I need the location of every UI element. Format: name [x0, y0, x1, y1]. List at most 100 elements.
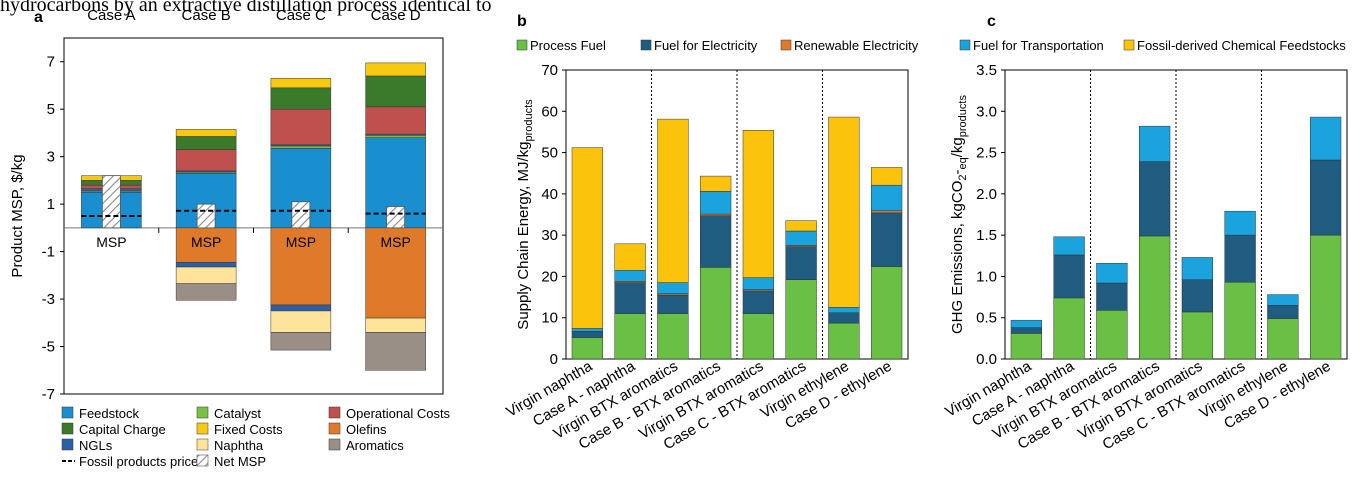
bar-segment-b [870, 167, 903, 186]
y-axis-label-b: Supply Chain Energy, MJ/kgproducts [515, 99, 535, 330]
bar-segment-c [1053, 236, 1085, 256]
bar-segment-a [365, 332, 426, 371]
bar-segment-b [657, 118, 689, 283]
y-tick-label-c: 3.5 [976, 62, 997, 79]
msp-label: MSP [286, 234, 316, 250]
legend-label-a: Catalyst [214, 406, 261, 421]
bar-segment-a [175, 149, 237, 172]
bar-segment-a [365, 135, 426, 138]
msp-label: MSP [96, 234, 126, 250]
bar-segment-a [365, 62, 426, 77]
panel-label-b: b [517, 13, 527, 30]
bar-segment-c [1309, 116, 1342, 161]
bar-segment-b [571, 147, 604, 329]
bar-segment-c [1010, 319, 1043, 328]
y-axis-label-part: GHG Emissions, kgCO [949, 181, 966, 334]
legend-swatch-a [328, 438, 341, 451]
panel-label-a: a [34, 9, 43, 26]
bar-segment-a [175, 262, 237, 268]
bar-segment-b [870, 210, 903, 214]
bar-segment-c [1138, 125, 1171, 162]
bar-segment-b [785, 279, 817, 360]
bar-segment-c [1096, 282, 1128, 311]
category-label-a: Case C [276, 7, 326, 24]
y-tick-label-b: 50 [541, 145, 558, 162]
msp-label: MSP [380, 234, 410, 250]
legend-swatch-bc [959, 39, 971, 51]
y-tick-label-c: 1.5 [976, 227, 997, 244]
y-axis-label-part: /kg [949, 137, 966, 157]
bar-segment-a [365, 75, 426, 108]
legend-swatch-bc [780, 39, 792, 51]
y-tick-label-a: -7 [42, 386, 55, 403]
bar-segment-c [1181, 311, 1214, 360]
bar-segment-b [699, 215, 732, 268]
y-tick-label-a: -3 [42, 291, 55, 308]
bar-segment-b [614, 313, 646, 360]
bar-segment-c [1267, 294, 1299, 306]
bar-segment-a [270, 145, 332, 149]
bar-segment-a [365, 106, 426, 135]
y-tick-label-a: 5 [47, 101, 55, 118]
legend-swatch-bc [1123, 39, 1135, 51]
legend-swatch-bc [516, 39, 528, 51]
bar-segment-a [270, 304, 332, 312]
legend-label-bc: Process Fuel [530, 38, 606, 53]
legend-swatch-a [328, 406, 341, 419]
legend-label-a: Naphtha [214, 438, 264, 453]
y-tick-label-a: 1 [47, 196, 55, 213]
legend-swatch-a [61, 422, 74, 435]
legend-label-a: NGLs [79, 438, 113, 453]
y-tick-label-b: 0 [550, 351, 558, 368]
y-axis-label-subscript: 2 [957, 174, 969, 180]
bar-segment-c [1138, 235, 1171, 360]
y-tick-label-c: 2.5 [976, 145, 997, 162]
caption-text: hydrocarbons by an extractive distillati… [0, 0, 492, 16]
y-tick-label-b: 20 [541, 268, 558, 285]
panel-a: 7 5 3 1 -1 -3 -5 -7 Product MSP, $/kg Case A MSP Ca… [9, 7, 451, 469]
legend-label-a: Aromatics [346, 438, 404, 453]
bar-segment-b [699, 267, 732, 360]
bar-segment-a [270, 227, 332, 306]
y-tick-label-c: 0.5 [976, 310, 997, 327]
bar-segment-b [785, 220, 817, 232]
legend-swatch-a [196, 406, 209, 419]
bar-segment-a [175, 283, 237, 301]
net-msp-bar [101, 175, 121, 229]
bar-segment-c [1053, 297, 1085, 360]
legend-label-a: Operational Costs [346, 406, 451, 421]
bar-segment-b [828, 307, 860, 314]
bar-segment-b [699, 175, 732, 192]
y-axis-label-a: Product MSP, $/kg [9, 154, 26, 277]
bar-segment-a [365, 317, 426, 333]
bar-segment-c [1010, 327, 1043, 334]
bar-segment-b [828, 312, 860, 324]
bar-segment-a [270, 108, 332, 146]
bar-segment-b [699, 191, 732, 215]
net-msp-bar [386, 206, 406, 229]
y-axis-label-subscript: eq [957, 157, 969, 169]
legend-bc: Process Fuel Fuel for Electricity Renewabl… [516, 38, 1346, 53]
bar-segment-c [1224, 234, 1256, 283]
bar-segment-c [1181, 279, 1214, 313]
bar-segment-c [1224, 210, 1256, 236]
legend-label-a: Capital Charge [79, 422, 166, 437]
net-msp-bar [196, 203, 216, 229]
legend-label-bc: Renewable Electricity [794, 38, 919, 53]
y-axis-label-part: - [949, 169, 966, 174]
y-axis-label-c: GHG Emissions, kgCO2-eq/kgproducts [949, 95, 969, 334]
y-tick-label-a: 3 [47, 149, 55, 166]
bar-segment-b [614, 282, 646, 314]
bar-segment-a [365, 227, 426, 319]
legend-swatch-a [196, 422, 209, 435]
category-label-a: Case D [371, 7, 421, 24]
y-tick-label-a: -5 [42, 339, 55, 356]
bar-segment-a [270, 87, 332, 110]
bar-segment-a [270, 332, 332, 351]
category-label-a: Case B [182, 7, 231, 24]
y-tick-label-b: 10 [541, 310, 558, 327]
bar-segment-b [870, 212, 903, 267]
bar-segment-b [657, 313, 689, 360]
